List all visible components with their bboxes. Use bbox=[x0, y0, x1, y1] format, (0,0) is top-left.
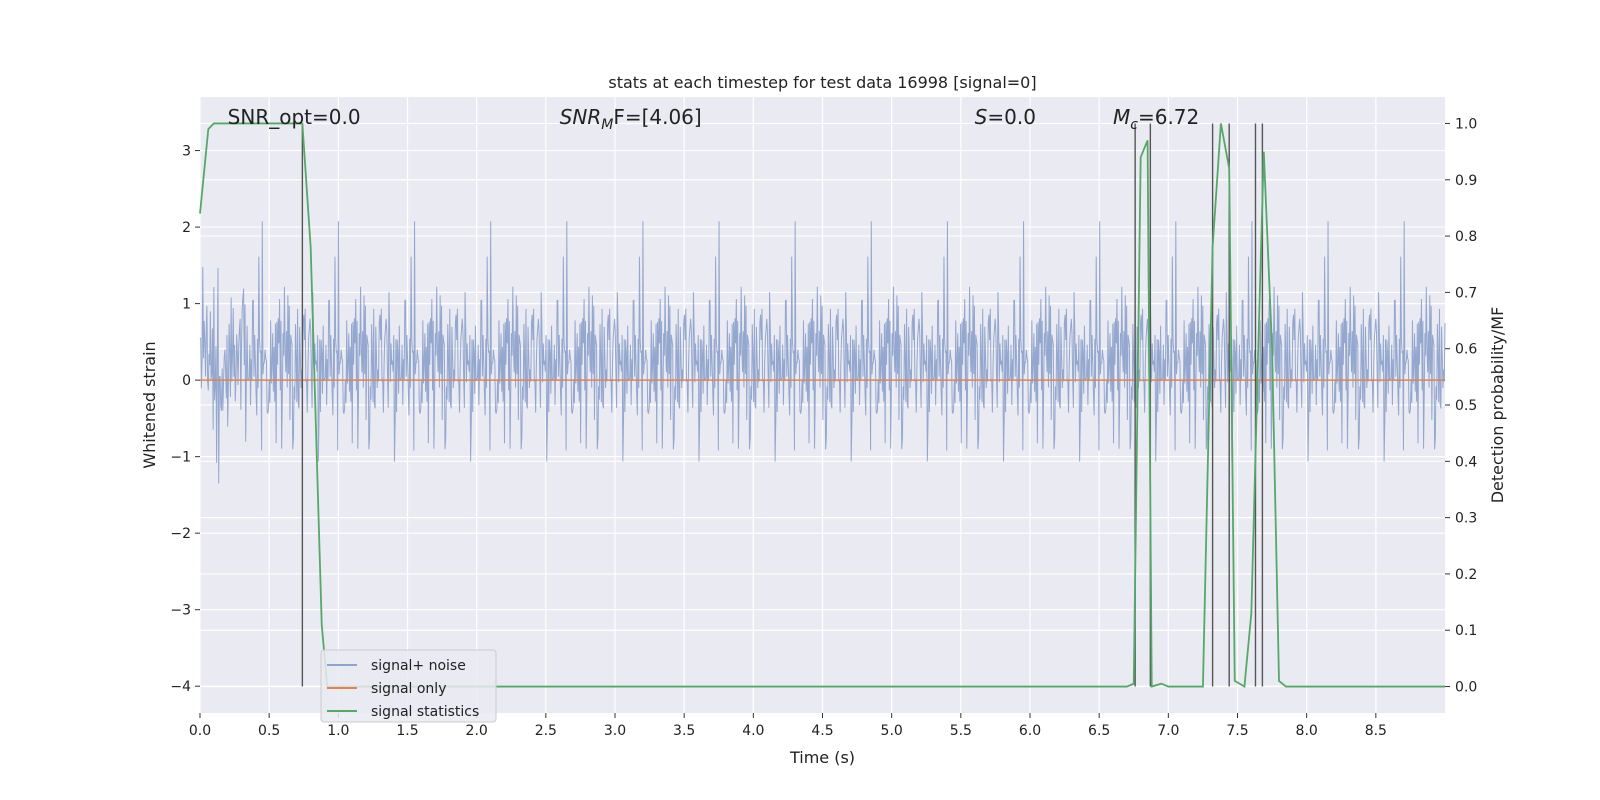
x-tick-label-17: 8.5 bbox=[1365, 723, 1387, 739]
y2-tick-label-2: 0.2 bbox=[1455, 567, 1477, 583]
x-tick-label-6: 3.0 bbox=[604, 723, 626, 739]
x-axis-label: Time (s) bbox=[789, 748, 855, 767]
x-tick-label-12: 6.0 bbox=[1019, 723, 1041, 739]
annotation-2-symbol: S bbox=[975, 105, 988, 129]
y2-tick-label-6: 0.6 bbox=[1455, 342, 1477, 358]
y-tick-label-4: 0 bbox=[182, 373, 191, 389]
annotation-3-symbol: M bbox=[1113, 105, 1130, 129]
y-tick-label-0: −4 bbox=[170, 679, 191, 695]
legend-box bbox=[320, 649, 497, 723]
annotation-1-symbol: SNR bbox=[560, 105, 602, 129]
annotation-3-subscript: c bbox=[1130, 117, 1138, 133]
series-line-signal-statistics bbox=[199, 122, 1445, 689]
x-tick-label-5: 2.5 bbox=[535, 723, 557, 739]
x-tick-label-3: 1.5 bbox=[396, 723, 418, 739]
x-tick-label-15: 7.5 bbox=[1226, 723, 1248, 739]
annotation-3: Mc=6.72 bbox=[1113, 105, 1199, 133]
x-tick-label-11: 5.5 bbox=[950, 723, 972, 739]
y-tick-label-1: −3 bbox=[170, 603, 191, 619]
x-tick-label-13: 6.5 bbox=[1088, 723, 1110, 739]
x-tick-label-0: 0.0 bbox=[189, 723, 211, 739]
x-tick-label-8: 4.0 bbox=[742, 723, 764, 739]
y-tick-label-6: 2 bbox=[182, 220, 191, 236]
y2-tick-label-1: 0.1 bbox=[1455, 623, 1477, 639]
legend: signal+ noise signal only signal statistic… bbox=[320, 649, 497, 723]
x-axis-ticks: 0.0 0.5 1.0 1.5 2.0 2.5 3.0 3.5 4.0 4.5 5.0 5.5 6.0 6… bbox=[189, 713, 1387, 739]
y2-tick-label-10: 1.0 bbox=[1455, 116, 1477, 132]
y2-tick-label-4: 0.4 bbox=[1455, 454, 1477, 470]
y-tick-label-2: −2 bbox=[170, 526, 191, 542]
y2-axis-ticks: 0.0 0.1 0.2 0.3 0.4 0.5 0.6 0.7 0.8 0.9 1.0 bbox=[1445, 116, 1477, 696]
y-axis-ticks: −4 −3 −2 −1 0 1 2 3 bbox=[170, 144, 200, 695]
legend-label-2: signal statistics bbox=[371, 704, 479, 720]
annotation-1-suffix: F=[4.06] bbox=[613, 105, 701, 129]
annotation-3-suffix: =6.72 bbox=[1138, 105, 1199, 129]
x-tick-label-14: 7.0 bbox=[1157, 723, 1179, 739]
y-tick-label-3: −1 bbox=[170, 450, 191, 466]
x-tick-label-2: 1.0 bbox=[327, 723, 349, 739]
x-tick-label-1: 0.5 bbox=[258, 723, 280, 739]
y2-tick-label-9: 0.9 bbox=[1455, 173, 1477, 189]
y2-tick-label-5: 0.5 bbox=[1455, 398, 1477, 414]
y2-tick-label-0: 0.0 bbox=[1455, 680, 1477, 696]
y2-tick-label-8: 0.8 bbox=[1455, 229, 1477, 245]
legend-label-1: signal only bbox=[371, 681, 446, 697]
annotation-2-suffix: =0.0 bbox=[987, 105, 1036, 129]
x-tick-label-4: 2.0 bbox=[466, 723, 488, 739]
x-tick-label-7: 3.5 bbox=[673, 723, 695, 739]
y-tick-label-5: 1 bbox=[182, 297, 191, 313]
y-tick-label-7: 3 bbox=[182, 144, 191, 160]
legend-label-0: signal+ noise bbox=[371, 658, 466, 674]
annotation-2: S=0.0 bbox=[975, 105, 1036, 129]
series-signal-statistics bbox=[199, 122, 1445, 689]
y2-axis-label: Detection probability/MF bbox=[1488, 307, 1507, 504]
y-axis-label: Whitened strain bbox=[140, 341, 159, 468]
y2-tick-label-7: 0.7 bbox=[1455, 285, 1477, 301]
annotations: SNR_opt=0.0 SNRMF=[4.06] S=0.0 Mc=6.72 bbox=[228, 105, 1200, 133]
x-tick-label-9: 4.5 bbox=[811, 723, 833, 739]
x-tick-label-10: 5.0 bbox=[881, 723, 903, 739]
annotation-1-subscript: M bbox=[601, 117, 613, 133]
annotation-0-prefix: SNR_opt=0.0 bbox=[228, 105, 361, 129]
annotation-0: SNR_opt=0.0 bbox=[228, 105, 361, 129]
y2-tick-label-3: 0.3 bbox=[1455, 511, 1477, 527]
annotation-1: SNRMF=[4.06] bbox=[560, 105, 702, 133]
chart-title: stats at each timestep for test data 169… bbox=[608, 73, 1036, 92]
x-tick-label-16: 8.0 bbox=[1296, 723, 1318, 739]
